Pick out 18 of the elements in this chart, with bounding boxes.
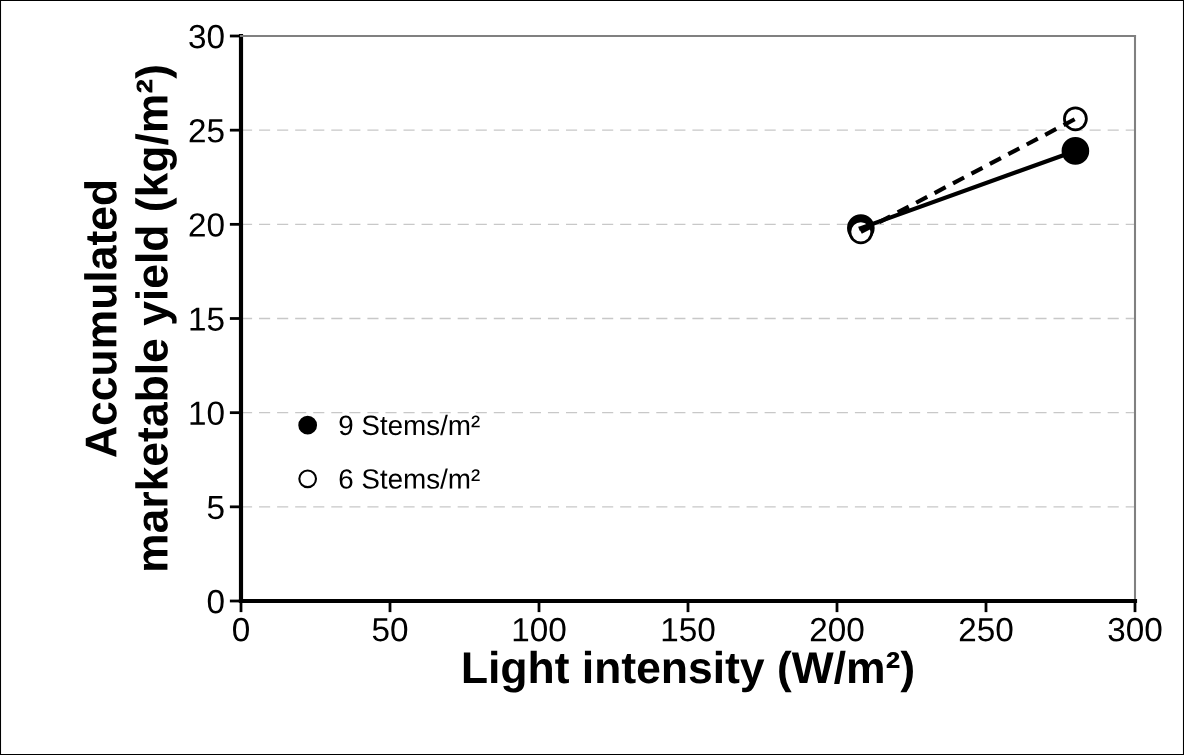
y-tick-label: 5 (207, 495, 224, 520)
x-tick-label: 200 (810, 617, 864, 642)
legend-label: 6 Stems/m² (339, 468, 480, 489)
y-axis-title: Accumulated marketable yield (kg/m²) (84, 66, 177, 570)
y-tick-label: 20 (189, 213, 224, 237)
y-tick-label: 30 (189, 24, 224, 49)
y-tick-label: 15 (190, 307, 224, 331)
y-tick-label: 10 (190, 401, 224, 426)
x-axis-title: Light intensity (W/m²) (463, 650, 913, 693)
y-tick-label: 25 (189, 118, 224, 143)
x-tick-label: 100 (513, 617, 566, 642)
x-tick-label: 0 (233, 617, 249, 642)
legend-label: 9 Stems/m² (339, 414, 480, 436)
x-tick-label: 300 (1108, 617, 1162, 642)
y-tick-label: 0 (207, 589, 224, 614)
x-tick-label: 50 (372, 617, 408, 642)
x-tick-label: 150 (662, 617, 715, 642)
x-tick-label: 250 (959, 617, 1013, 642)
